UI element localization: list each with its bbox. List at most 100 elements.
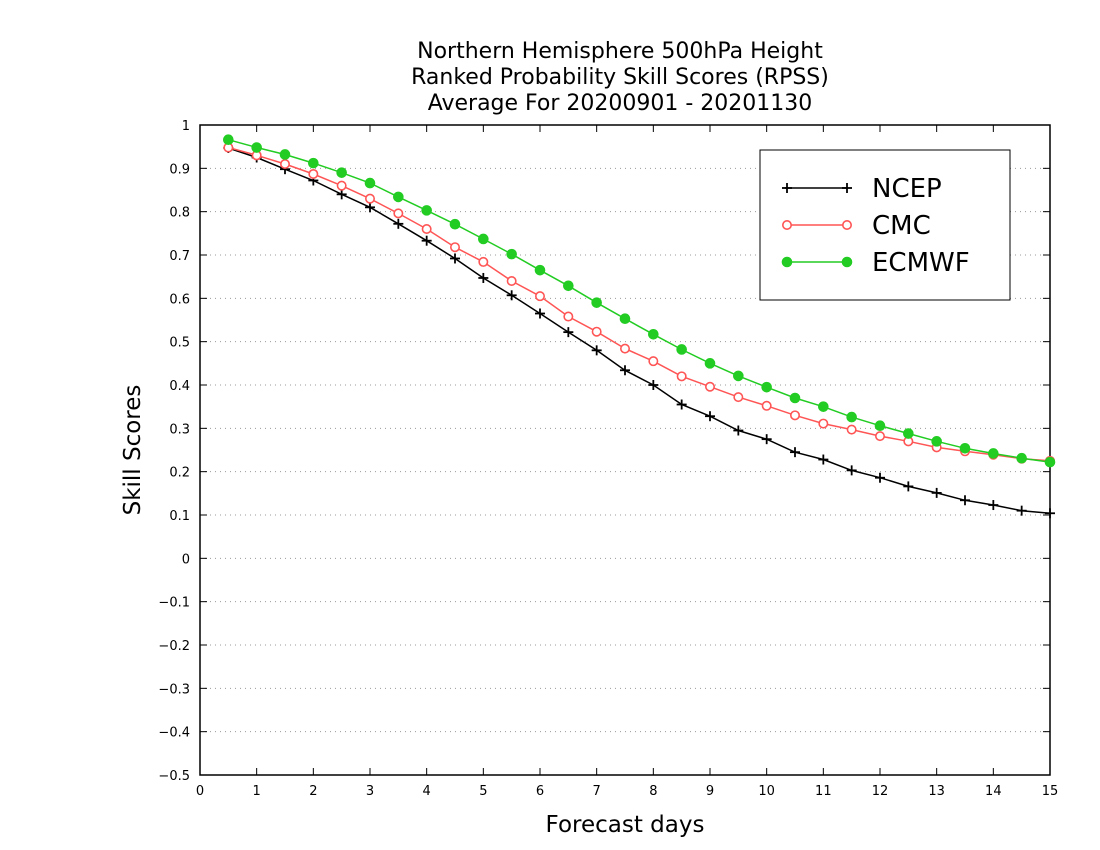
data-point-ncep	[506, 290, 517, 301]
legend-entry-ncep: NCEP	[782, 174, 942, 204]
data-point-ncep	[705, 411, 715, 422]
y-tick-label: 0	[182, 552, 190, 567]
legend: NCEP CMC ECMWF	[759, 149, 1011, 301]
data-point-ecmwf	[704, 358, 716, 369]
data-point-ncep	[875, 472, 885, 483]
x-tick-label: 15	[1042, 784, 1059, 799]
data-point-ecmwf	[223, 134, 234, 146]
data-point-ncep	[535, 308, 545, 319]
y-tick-label: −0.5	[158, 769, 190, 784]
y-tick-label: −0.2	[158, 639, 190, 654]
data-point-ecmwf	[1044, 456, 1056, 468]
legend-marker-ncep	[782, 183, 792, 193]
legend-label-cmc: CMC	[872, 211, 931, 241]
x-tick-label: 9	[706, 784, 714, 799]
y-tick-label: 0.8	[169, 206, 190, 221]
legend-marker-ncep	[842, 183, 852, 193]
x-axis-label: Forecast days	[546, 812, 705, 838]
data-point-ecmwf	[506, 248, 517, 260]
legend-label-ncep: NCEP	[872, 174, 942, 204]
data-point-ecmwf	[619, 313, 631, 325]
chart-title-line: Northern Hemisphere 500hPa Height	[417, 39, 823, 64]
data-point-ecmwf	[959, 442, 971, 454]
x-tick-label: 14	[985, 784, 1002, 799]
data-point-ecmwf	[251, 142, 262, 153]
legend-marker-cmc	[781, 220, 792, 231]
x-tick-label: 8	[649, 784, 657, 799]
y-tick-label: 0.5	[169, 336, 190, 351]
data-point-cmc	[591, 326, 602, 337]
data-point-ecmwf	[421, 205, 432, 216]
x-tick-label: 11	[815, 784, 832, 799]
y-tick-label: 0.4	[169, 379, 190, 394]
data-point-ncep	[931, 487, 942, 498]
data-point-ncep	[988, 500, 999, 511]
data-point-ecmwf	[393, 191, 404, 203]
data-point-ncep	[818, 454, 829, 465]
chart-title-line: Ranked Probability Skill Scores (RPSS)	[411, 65, 829, 90]
data-point-cmc	[733, 392, 744, 403]
data-point-ncep	[648, 380, 659, 390]
data-point-ecmwf	[563, 280, 574, 292]
data-point-cmc	[619, 343, 630, 354]
data-point-ecmwf	[364, 177, 376, 189]
series-ncep	[223, 142, 1055, 519]
data-point-ncep	[478, 272, 489, 283]
data-point-ecmwf	[591, 297, 602, 308]
data-point-cmc	[874, 431, 885, 442]
data-point-ecmwf	[336, 167, 347, 178]
y-tick-label: 0.6	[169, 292, 190, 307]
data-point-cmc	[364, 193, 375, 204]
data-point-cmc	[421, 224, 432, 235]
data-point-cmc	[336, 180, 347, 191]
data-point-ecmwf	[676, 344, 687, 355]
x-tick-label: 7	[593, 784, 601, 799]
data-point-ecmwf	[308, 157, 319, 169]
legend-label-ecmwf: ECMWF	[872, 248, 970, 278]
data-point-cmc	[789, 410, 800, 421]
data-point-cmc	[648, 356, 659, 367]
data-point-cmc	[563, 311, 574, 322]
data-point-cmc	[393, 208, 404, 219]
data-point-ncep	[591, 345, 602, 356]
x-tick-label: 13	[928, 784, 945, 799]
data-point-ncep	[450, 253, 460, 264]
chart-title-line: Average For 20200901 - 20201130	[428, 91, 813, 116]
data-point-ncep	[676, 399, 687, 410]
plot-frame	[199, 124, 1051, 776]
data-point-cmc	[506, 275, 517, 286]
data-point-cmc	[761, 400, 772, 411]
data-point-ncep	[563, 327, 574, 338]
data-point-ecmwf	[733, 370, 744, 382]
legend-marker-ecmwf	[781, 256, 793, 268]
y-tick-label: 0.7	[169, 249, 190, 264]
data-point-ncep	[903, 481, 914, 492]
data-point-ecmwf	[449, 218, 461, 230]
legend-marker-ecmwf	[841, 256, 853, 268]
legend-entry-ecmwf: ECMWF	[781, 248, 970, 278]
data-point-ncep	[761, 434, 772, 445]
y-tick-label: −0.1	[158, 596, 190, 611]
data-point-ncep	[620, 365, 630, 376]
data-point-ncep	[733, 425, 744, 436]
grid	[200, 167, 1050, 733]
data-point-ecmwf	[903, 428, 914, 439]
x-tick-label: 3	[366, 784, 374, 799]
data-point-ecmwf	[874, 420, 886, 432]
data-point-ncep	[336, 189, 347, 200]
data-point-ecmwf	[1016, 452, 1027, 464]
x-axis: 0 1 2 3 4 5 6 7 8 9 10 11 12 13 14 15	[196, 125, 1058, 799]
data-point-ecmwf	[931, 436, 942, 447]
data-point-ncep	[1045, 508, 1055, 519]
x-tick-label: 4	[423, 784, 431, 799]
data-point-ecmwf	[534, 264, 546, 276]
x-tick-label: 5	[479, 784, 487, 799]
data-point-ecmwf	[988, 448, 999, 459]
data-point-cmc	[846, 424, 857, 435]
data-point-ecmwf	[478, 233, 489, 245]
data-point-ncep	[846, 465, 857, 476]
data-point-ecmwf	[279, 149, 291, 160]
data-point-cmc	[704, 381, 715, 392]
data-point-ncep	[365, 202, 375, 213]
